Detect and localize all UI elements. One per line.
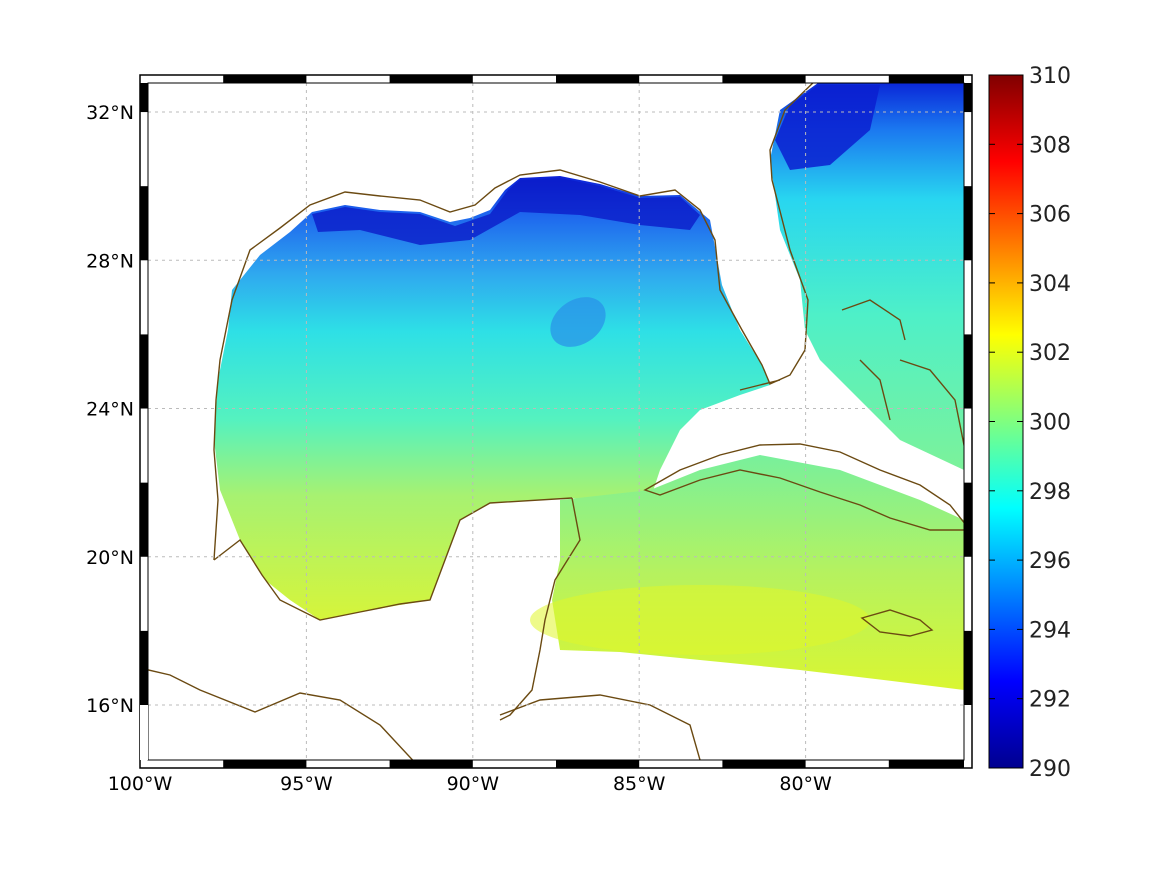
- sst-warm-patch: [530, 585, 870, 655]
- frame-segment: [722, 75, 806, 83]
- colorbar-tick-label: 302: [1029, 341, 1071, 366]
- x-tick-label: 90°W: [447, 773, 500, 795]
- x-tick-label: 95°W: [280, 773, 333, 795]
- frame-segment: [223, 75, 307, 83]
- colorbar-tick-label: 300: [1029, 411, 1071, 436]
- coast-us-gulf: [213, 83, 814, 561]
- coast-honduras: [499, 694, 701, 760]
- coast-mexico: [213, 497, 573, 621]
- colorbar-tick-label: 294: [1029, 618, 1071, 643]
- frame-segment: [556, 75, 640, 83]
- coast-cuba: [643, 443, 964, 531]
- frame-segment: [389, 760, 473, 768]
- frame-segment: [140, 630, 148, 705]
- sst-field-gulf: [214, 176, 770, 620]
- y-tick-label: 24°N: [86, 399, 134, 421]
- frame-segment: [389, 75, 473, 83]
- colorbar-tick-label: 298: [1029, 480, 1071, 505]
- map-panel: [139, 74, 973, 769]
- coastlines: [148, 83, 964, 760]
- frame-segment: [964, 334, 972, 409]
- y-tick-label: 20°N: [86, 547, 134, 569]
- frame-segment: [888, 75, 964, 83]
- colorbar-tick-label: 310: [1029, 64, 1071, 89]
- x-tick-labels: 100°W 95°W 90°W 85°W 80°W: [108, 773, 832, 795]
- coast-bahamas: [841, 299, 964, 449]
- frame-segment: [964, 83, 972, 113]
- colorbar-tick-label: 306: [1029, 203, 1071, 228]
- x-tick-label: 100°W: [108, 773, 173, 795]
- colorbar-tick-label: 308: [1029, 133, 1071, 158]
- colorbar-tick-label: 292: [1029, 688, 1071, 713]
- frame-segment: [556, 760, 640, 768]
- coast-jamaica: [860, 609, 934, 637]
- coast-yucatan: [499, 497, 581, 721]
- frame-segment: [140, 482, 148, 557]
- colorbar-tick-label: 296: [1029, 549, 1071, 574]
- frame-segment: [140, 83, 148, 113]
- frame-segment: [888, 760, 964, 768]
- frame-segment: [140, 334, 148, 409]
- colorbar-tick-label: 290: [1029, 757, 1071, 782]
- frame-segment: [964, 482, 972, 557]
- sst-cold-eddy: [550, 297, 606, 347]
- frame-segment: [964, 630, 972, 705]
- frame-segment: [140, 705, 148, 760]
- coast-florida-keys: [739, 379, 781, 391]
- y-tick-label: 32°N: [86, 102, 134, 124]
- coast-central-america: [148, 669, 414, 760]
- sst-cool-band-atl: [775, 85, 880, 170]
- frame-segment: [722, 760, 806, 768]
- sst-field-atlantic: [770, 83, 964, 470]
- x-tick-label: 85°W: [613, 773, 666, 795]
- x-tick-label: 80°W: [779, 773, 832, 795]
- gridlines: [148, 83, 964, 760]
- colorbar: 290 292 294 296 298 300 302 304 306 308 310: [988, 64, 1071, 782]
- sst-cool-band: [312, 178, 700, 245]
- colorbar-tick-label: 304: [1029, 272, 1071, 297]
- y-tick-labels: 32°N 28°N 24°N 20°N 16°N: [86, 102, 134, 717]
- frame-segment: [223, 760, 307, 768]
- frame-segment: [964, 186, 972, 261]
- frame-segment: [140, 186, 148, 261]
- colorbar-tick-labels: 290 292 294 296 298 300 302 304 306 308 310: [989, 64, 1071, 782]
- y-tick-label: 16°N: [86, 695, 134, 717]
- frame-checker: [140, 75, 972, 768]
- y-tick-label: 28°N: [86, 250, 134, 272]
